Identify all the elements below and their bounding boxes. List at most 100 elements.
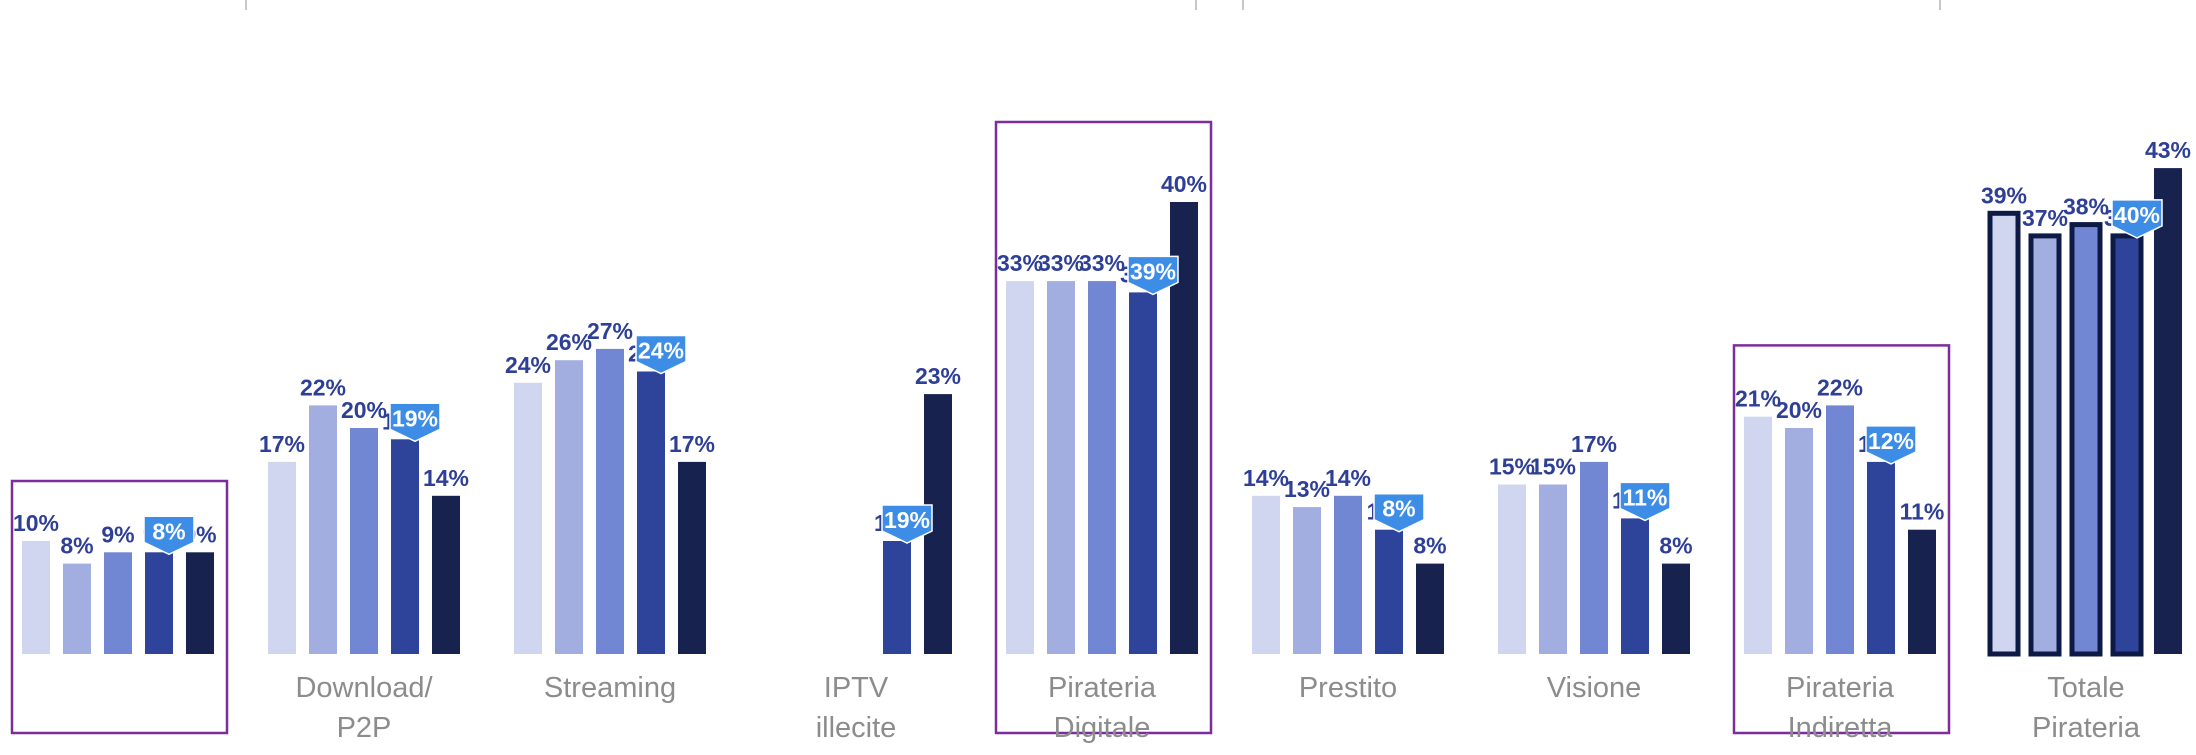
category-label-6-0: Visione [1547, 672, 1642, 704]
bars [22, 168, 2182, 657]
callout-shape-2 [635, 334, 687, 375]
category-label-4-0: Pirateria [1048, 672, 1157, 704]
value-label-4-0: 33% [997, 250, 1043, 276]
category-labels: Download/P2P Streaming IPTV illecite Pirater… [295, 672, 2140, 744]
value-label-4-2: 33% [1079, 250, 1125, 276]
highlight-box-0 [10, 479, 229, 735]
value-label-2-1: 26% [546, 329, 592, 355]
category-label-5-0: Prestito [1299, 672, 1397, 704]
callout-6: 11% [1619, 481, 1671, 522]
callout-label-7: 12% [1868, 428, 1914, 454]
callout-shape-1 [389, 402, 441, 443]
bar-6-3 [1621, 518, 1649, 654]
bar-0-0 [22, 541, 50, 654]
value-label-0-1: 8% [60, 533, 93, 559]
value-label-8-4: 43% [2145, 137, 2191, 163]
value-label-8-2: 38% [2063, 194, 2109, 220]
callout-0: 8% [143, 515, 195, 556]
bar-3-3 [883, 541, 911, 654]
highlight-box-4 [994, 120, 1213, 735]
callout-4: 39% [1127, 255, 1179, 296]
bar-2-2 [596, 348, 624, 654]
value-label-0-2: 9% [101, 521, 134, 547]
value-label-5-2: 14% [1325, 465, 1371, 491]
value-label-7-4: 11% [1900, 499, 1945, 525]
bar-5-1 [1293, 507, 1321, 654]
callout-7: 12% [1865, 425, 1917, 465]
value-label-6-4: 8% [1659, 533, 1692, 559]
callout-shape-5 [1373, 492, 1425, 533]
bar-4-3 [1129, 292, 1157, 654]
category-label-2-0: Streaming [544, 672, 676, 704]
value-label-5-4: 8% [1413, 533, 1446, 559]
value-label-2-0: 24% [505, 352, 551, 378]
bar-0-2 [104, 552, 132, 654]
value-label-4-4: 40% [1161, 171, 1207, 197]
category-label-1-1: P2P [337, 712, 392, 744]
category-label-4-1: Digitale [1054, 712, 1151, 744]
value-label-6-1: 15% [1530, 454, 1576, 480]
bar-1-0 [268, 461, 296, 654]
callout-8: 40% [2111, 199, 2163, 239]
bar-2-1 [555, 360, 583, 654]
callout-label-2: 24% [638, 338, 684, 364]
category-label-1-0: Download/ [295, 672, 433, 704]
callout-3: 19% [881, 504, 933, 544]
value-label-8-1: 37% [2022, 205, 2068, 231]
bar-2-4 [678, 461, 706, 654]
callouts: 8% 19% 24% 19% 39% 8% 11% 12% 40% [143, 199, 2163, 556]
bar-5-0 [1252, 495, 1280, 654]
bar-4-1 [1047, 281, 1075, 654]
value-label-6-2: 17% [1571, 431, 1617, 457]
value-label-7-0: 21% [1735, 386, 1781, 412]
callout-label-8: 40% [2114, 202, 2160, 228]
bar-5-4 [1416, 563, 1444, 654]
category-label-3-1: illecite [816, 712, 897, 744]
bar-8-0 [1987, 210, 2021, 657]
callout-label-5: 8% [1382, 496, 1415, 522]
bar-7-1 [1785, 428, 1813, 654]
bar-0-4 [186, 552, 214, 654]
bar-5-2 [1334, 495, 1362, 654]
bar-0-3 [145, 552, 173, 654]
bar-4-0 [1006, 281, 1034, 654]
value-label-3-4: 23% [915, 363, 961, 389]
value-label-0-0: 10% [13, 510, 59, 536]
category-label-7-1: Indiretta [1788, 712, 1894, 744]
bar-0-1 [63, 563, 91, 654]
value-label-1-0: 17% [259, 431, 305, 457]
value-label-7-1: 20% [1776, 397, 1822, 423]
category-label-8-0: Totale [2047, 672, 2124, 704]
value-label-8-0: 39% [1981, 182, 2027, 208]
callout-shape-0 [143, 515, 195, 556]
value-label-2-4: 17% [669, 431, 715, 457]
bar-7-0 [1744, 416, 1772, 654]
category-label-3-0: IPTV [824, 672, 889, 704]
bar-7-4 [1908, 529, 1936, 654]
bar-6-4 [1662, 563, 1690, 654]
callout-label-3: 19% [884, 507, 930, 533]
value-label-5-0: 14% [1243, 465, 1289, 491]
callout-shape-6 [1619, 481, 1671, 522]
bar-2-0 [514, 382, 542, 654]
bar-2-3 [637, 371, 665, 654]
callout-label-1: 19% [392, 405, 438, 431]
callout-shape-7 [1865, 425, 1917, 465]
bar-7-3 [1867, 461, 1895, 654]
bar-1-3 [391, 439, 419, 654]
category-label-7-0: Pirateria [1786, 672, 1895, 704]
callout-label-4: 39% [1130, 258, 1176, 284]
highlight-box-7 [1732, 344, 1951, 735]
callout-shape-4 [1127, 255, 1179, 296]
value-label-4-1: 33% [1038, 250, 1084, 276]
bar-6-0 [1498, 484, 1526, 654]
value-label-7-2: 22% [1817, 374, 1863, 400]
bar-5-3 [1375, 529, 1403, 654]
bar-8-1 [2028, 233, 2062, 657]
bar-6-2 [1580, 461, 1608, 654]
value-label-1-2: 20% [341, 397, 387, 423]
bar-8-4 [2154, 168, 2182, 654]
value-label-1-4: 14% [423, 465, 469, 491]
callout-label-0: 8% [152, 518, 185, 544]
